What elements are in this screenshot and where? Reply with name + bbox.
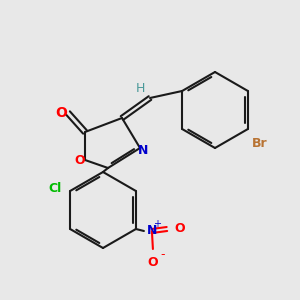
Text: Cl: Cl [49,182,62,196]
Text: O: O [75,154,85,166]
Text: H: H [135,82,145,94]
Text: O: O [174,221,184,235]
Text: -: - [160,248,164,262]
Text: N: N [138,143,148,157]
Text: Br: Br [252,137,268,150]
Text: O: O [55,106,67,120]
Text: N: N [147,224,157,236]
Text: +: + [153,219,161,229]
Text: O: O [148,256,158,269]
